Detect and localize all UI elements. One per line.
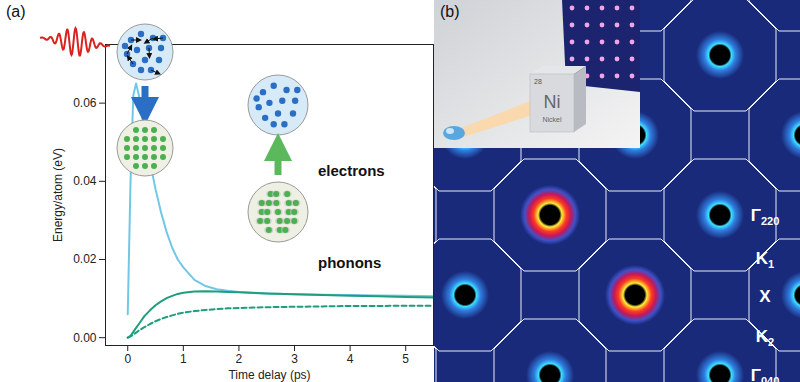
svg-text:(b): (b) [440, 3, 460, 20]
svg-text:1: 1 [180, 352, 187, 366]
svg-text:K2: K2 [756, 327, 774, 348]
svg-text:0.06: 0.06 [73, 96, 97, 110]
svg-text:0.00: 0.00 [73, 331, 97, 345]
svg-text:28: 28 [534, 78, 542, 85]
svg-text:Nickel: Nickel [542, 116, 562, 123]
svg-text:3: 3 [291, 352, 298, 366]
svg-text:4: 4 [347, 352, 354, 366]
svg-text:electrons: electrons [318, 162, 385, 179]
svg-text:Energy/atom (eV): Energy/atom (eV) [51, 148, 65, 242]
svg-text:phonons: phonons [318, 254, 381, 271]
svg-text:2: 2 [236, 352, 243, 366]
svg-text:(a): (a) [6, 3, 26, 20]
svg-text:5: 5 [402, 352, 409, 366]
svg-text:0.02: 0.02 [73, 252, 97, 266]
svg-text:Γ040: Γ040 [751, 366, 780, 382]
svg-text:Ni: Ni [544, 92, 561, 112]
svg-text:0.04: 0.04 [73, 174, 97, 188]
svg-text:Γ220: Γ220 [751, 206, 780, 227]
svg-text:X: X [759, 287, 771, 306]
svg-text:Time delay (ps): Time delay (ps) [228, 368, 310, 382]
svg-text:K1: K1 [756, 249, 774, 270]
svg-text:0: 0 [124, 352, 131, 366]
